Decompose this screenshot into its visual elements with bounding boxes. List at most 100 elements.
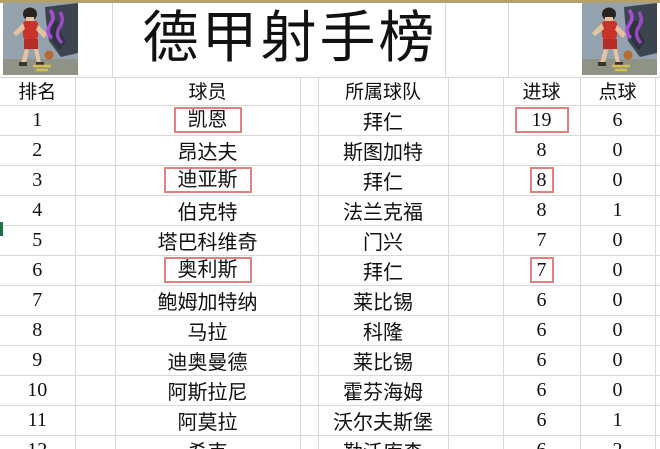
spacer-cell: [75, 165, 116, 196]
table-row: 4 伯克特 法兰克福 8 1: [0, 195, 660, 226]
table-row: 12 希克 勒沃库森 6 2: [0, 435, 660, 449]
spacer-cell: [655, 195, 660, 226]
spacer-cell: [448, 345, 504, 376]
slam-dunk-artwork-left-icon: [3, 3, 78, 75]
player-cell: 奥利斯: [115, 255, 301, 286]
rank-value: 12: [27, 439, 47, 449]
penalties-cell: 1: [580, 195, 656, 226]
team-name: 法兰克福: [343, 201, 423, 224]
goals-value: 7: [536, 228, 547, 251]
spacer-cell: [448, 77, 504, 106]
spacer-cell: [655, 345, 660, 376]
player-name: 鲍姆加特纳: [157, 291, 258, 314]
spacer-cell: [300, 285, 319, 316]
team-cell: 莱比锡: [318, 285, 449, 316]
spacer-cell: [75, 345, 116, 376]
rank-cell: 10: [0, 375, 76, 406]
penalties-cell: 0: [580, 315, 656, 346]
header-team: 所属球队: [318, 77, 449, 106]
penalties-value: 1: [612, 408, 623, 431]
spacer-cell: [75, 285, 116, 316]
rank-value: 3: [32, 168, 43, 191]
header-player: 球员: [115, 77, 301, 106]
row5-green-marker: [0, 222, 3, 236]
table-row: 6 奥利斯 拜仁 7 0: [0, 255, 660, 286]
table-row: 10 阿斯拉尼 霍芬海姆 6 0: [0, 375, 660, 406]
goals-cell: 6: [503, 315, 581, 346]
goals-value: 6: [536, 348, 547, 371]
spacer-cell: [448, 135, 504, 166]
spacer-cell: [655, 165, 660, 196]
spacer-cell: [75, 405, 116, 436]
spacer-cell: [655, 77, 660, 106]
goals-value: 7: [529, 257, 554, 283]
spacer-cell: [300, 315, 319, 346]
table-row: 2 昂达夫 斯图加特 8 0: [0, 135, 660, 166]
spacer-cell: [75, 195, 116, 226]
spacer-cell: [300, 77, 319, 106]
goals-value: 6: [536, 318, 547, 341]
team-cell: 斯图加特: [318, 135, 449, 166]
goals-cell: 8: [503, 195, 581, 226]
player-cell: 阿斯拉尼: [115, 375, 301, 406]
team-cell: 法兰克福: [318, 195, 449, 226]
team-name: 门兴: [363, 231, 403, 254]
penalties-value: 0: [612, 228, 623, 251]
spacer-cell: [655, 435, 660, 449]
penalties-value: 0: [612, 288, 623, 311]
goals-cell: 19: [503, 105, 581, 136]
spacer-cell: [448, 105, 504, 136]
spacer-cell: [75, 375, 116, 406]
header-penalties: 点球: [580, 77, 656, 106]
spacer-cell: [448, 435, 504, 449]
player-name: 迪亚斯: [163, 167, 252, 193]
goals-value: 8: [536, 198, 547, 221]
player-cell: 塔巴科维奇: [115, 225, 301, 256]
spacer-cell: [448, 225, 504, 256]
team-name: 科隆: [363, 321, 403, 344]
team-cell: 勒沃库森: [318, 435, 449, 449]
spacer-cell: [300, 195, 319, 226]
rank-value: 2: [32, 138, 43, 161]
goals-cell: 6: [503, 375, 581, 406]
penalties-cell: 0: [580, 255, 656, 286]
goals-cell: 8: [503, 165, 581, 196]
spacer-cell: [300, 135, 319, 166]
goals-value: 6: [537, 439, 547, 449]
rank-value: 4: [32, 198, 43, 221]
header-row: 排名 球员 所属球队 进球 点球: [0, 77, 660, 106]
penalties-value: 0: [612, 348, 623, 371]
team-cell: 拜仁: [318, 255, 449, 286]
team-name: 沃尔夫斯堡: [333, 411, 433, 434]
spacer-cell: [448, 405, 504, 436]
penalties-cell: 0: [580, 165, 656, 196]
player-name: 塔巴科维奇: [157, 231, 258, 254]
goals-cell: 6: [503, 405, 581, 436]
spacer-cell: [300, 405, 319, 436]
player-name: 迪奥曼德: [167, 351, 248, 374]
penalties-value: 0: [612, 258, 623, 281]
goals-value: 6: [536, 378, 547, 401]
rank-cell: 9: [0, 345, 76, 376]
rank-value: 7: [32, 288, 43, 311]
team-name: 莱比锡: [353, 291, 413, 314]
rank-cell: 5: [0, 225, 76, 256]
spacer-cell: [655, 285, 660, 316]
team-cell: 拜仁: [318, 105, 449, 136]
spacer-cell: [655, 225, 660, 256]
penalties-value: 0: [612, 318, 623, 341]
team-name: 霍芬海姆: [343, 381, 423, 404]
header-goals: 进球: [503, 77, 581, 106]
penalties-value: 0: [612, 168, 623, 191]
goals-cell: 6: [503, 285, 581, 316]
team-name: 拜仁: [363, 111, 403, 134]
penalties-cell: 0: [580, 285, 656, 316]
spacer-cell: [655, 315, 660, 346]
team-cell: 门兴: [318, 225, 449, 256]
penalties-cell: 0: [580, 225, 656, 256]
spacer-cell: [75, 435, 116, 449]
table-row: 9 迪奥曼德 莱比锡 6 0: [0, 345, 660, 376]
rank-cell: 11: [0, 405, 76, 436]
spacer-cell: [655, 255, 660, 286]
